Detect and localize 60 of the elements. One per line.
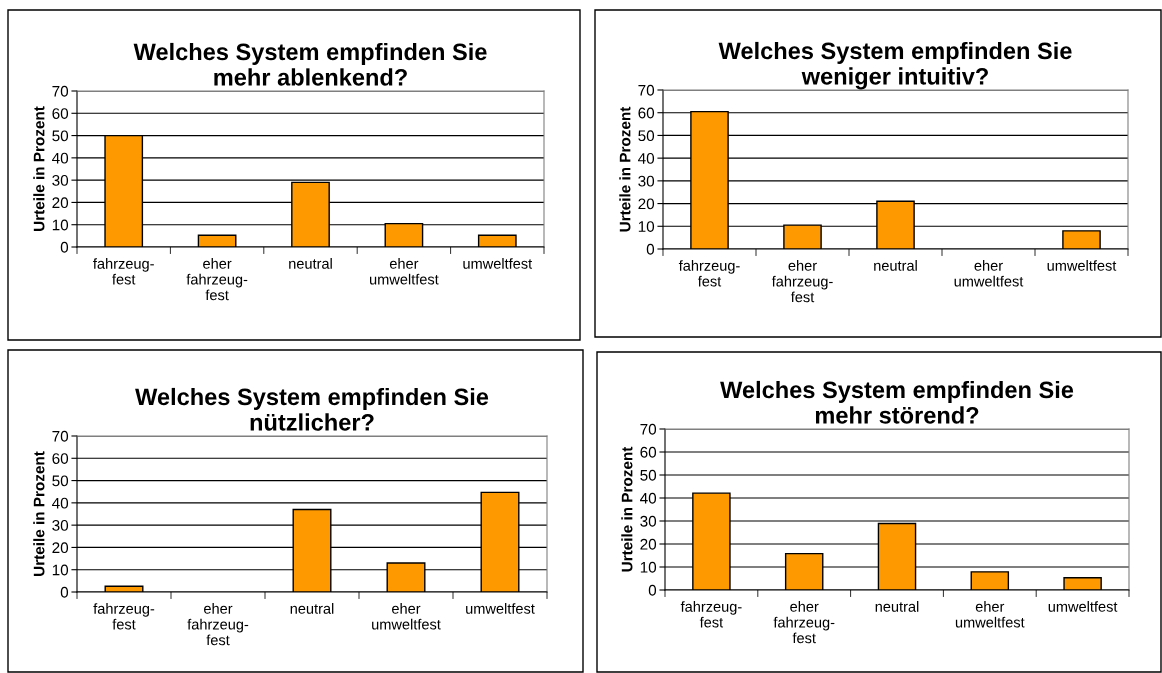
y-tick-label: 30: [52, 520, 69, 531]
chart-title: Welches System empfinden Sie mehr ablenkend?: [133, 42, 487, 86]
y-axis-title: Urteile in Prozent: [621, 446, 633, 572]
y-tick-label: 60: [52, 453, 69, 464]
x-tick-label: eher fahrzeug- fest: [771, 260, 833, 303]
chart-title: Welches System empfinden Sie nützlicher?: [135, 387, 489, 431]
y-tick-label: 30: [640, 515, 657, 527]
x-tick-label: fahrzeug- fest: [93, 258, 154, 285]
y-tick-label: 70: [52, 85, 69, 97]
y-tick-label: 60: [52, 108, 69, 119]
y-axis-title: Urteile in Prozent: [33, 451, 45, 576]
y-tick-label: 60: [638, 107, 655, 119]
y-axis-title: Urteile in Prozent: [619, 106, 631, 232]
chart-title: Welches System empfinden Sie weniger intuitiv?: [718, 41, 1072, 90]
y-tick-label: 50: [638, 130, 655, 142]
y-tick-label: 10: [638, 221, 655, 232]
y-tick-label: 0: [646, 243, 655, 255]
x-tick-label: eher umweltfest: [372, 603, 441, 630]
x-tick-label: neutral: [290, 603, 334, 614]
y-tick-label: 50: [52, 475, 69, 487]
y-tick-label: 50: [640, 469, 657, 481]
y-tick-label: 40: [52, 152, 69, 164]
x-tick-label: neutral: [875, 601, 919, 612]
y-tick-label: 0: [648, 584, 657, 596]
y-tick-label: 0: [60, 241, 69, 253]
y-tick-label: 30: [638, 175, 655, 187]
x-tick-label: fahrzeug- fest: [680, 601, 742, 628]
x-tick-label: umweltfest: [1048, 601, 1118, 612]
y-tick-label: 10: [52, 564, 69, 576]
y-tick-label: 60: [640, 446, 657, 458]
x-tick-label: neutral: [874, 260, 917, 271]
chart-title: Welches System empfinden Sie mehr störend?: [720, 380, 1074, 424]
x-tick-label: eher fahrzeug- fest: [187, 603, 249, 646]
x-tick-label: fahrzeug- fest: [93, 603, 155, 630]
y-tick-label: 20: [52, 542, 69, 554]
y-tick-label: 50: [52, 130, 69, 142]
x-tick-label: umweltfest: [466, 603, 535, 614]
x-tick-label: umweltfest: [1047, 260, 1117, 271]
y-tick-label: 40: [52, 497, 69, 509]
x-tick-label: eher umweltfest: [954, 260, 1024, 287]
x-tick-label: eher umweltfest: [370, 258, 439, 285]
y-tick-label: 10: [640, 561, 657, 573]
y-tick-label: 20: [640, 538, 657, 550]
y-axis-title: Urteile in Prozent: [33, 106, 45, 231]
x-tick-label: neutral: [289, 258, 332, 269]
x-tick-label: eher fahrzeug- fest: [186, 258, 248, 301]
x-tick-label: fahrzeug- fest: [678, 260, 740, 287]
y-tick-label: 40: [640, 492, 657, 504]
x-tick-label: eher fahrzeug- fest: [773, 601, 835, 644]
y-tick-label: 70: [640, 423, 657, 435]
x-tick-label: umweltfest: [463, 258, 533, 269]
y-tick-label: 10: [52, 219, 69, 231]
y-tick-label: 0: [60, 586, 69, 598]
x-tick-label: eher umweltfest: [955, 601, 1025, 628]
y-tick-label: 40: [638, 153, 655, 164]
y-tick-label: 20: [52, 197, 69, 209]
y-tick-label: 70: [52, 430, 69, 442]
y-tick-label: 20: [638, 198, 655, 210]
y-tick-label: 30: [52, 175, 69, 186]
y-tick-label: 70: [638, 84, 655, 96]
